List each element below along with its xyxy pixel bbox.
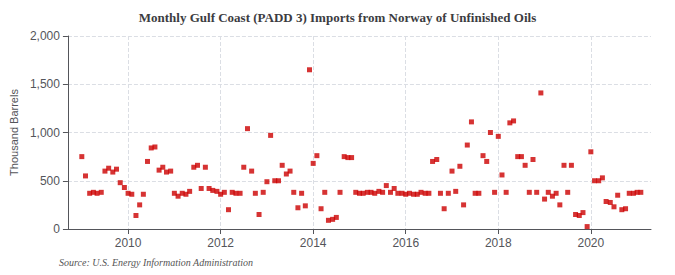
svg-text:1,000: 1,000 [30,126,60,140]
svg-text:500: 500 [40,174,60,188]
svg-text:2012: 2012 [207,236,234,250]
svg-text:2018: 2018 [485,236,512,250]
svg-text:2020: 2020 [577,236,604,250]
svg-text:1,500: 1,500 [30,77,60,91]
svg-text:2014: 2014 [300,236,327,250]
svg-text:Source: U.S. Energy Informatio: Source: U.S. Energy Information Administ… [59,257,253,268]
svg-text:2016: 2016 [392,236,419,250]
svg-text:0: 0 [53,222,60,236]
svg-text:2010: 2010 [115,236,142,250]
svg-text:Thousand Barrels: Thousand Barrels [8,89,20,176]
svg-text:2,000: 2,000 [30,29,60,43]
svg-text:Monthly Gulf Coast (PADD 3) Im: Monthly Gulf Coast (PADD 3) Imports from… [139,10,536,25]
